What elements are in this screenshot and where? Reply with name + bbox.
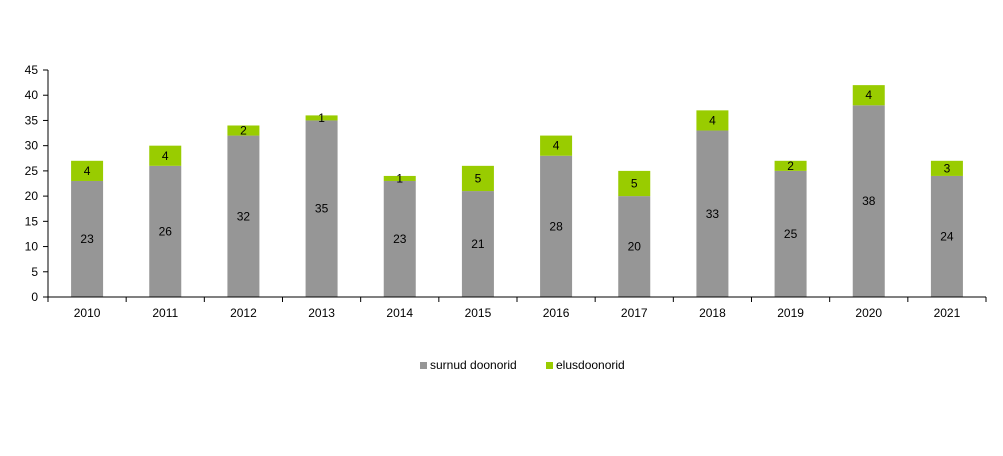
bar-segment-elus: [852, 85, 885, 106]
legend-swatch: [420, 362, 427, 369]
bar-segment-elus: [227, 125, 260, 136]
y-tick-label: 15: [25, 214, 39, 228]
bar-segment-surnud: [696, 130, 729, 297]
x-tick-label: 2017: [621, 306, 648, 320]
data-label: 20: [628, 240, 642, 254]
y-tick-label: 10: [25, 240, 39, 254]
legend-label: elusdoonorid: [556, 358, 625, 372]
bar-segment-surnud: [149, 165, 182, 297]
data-label: 23: [393, 232, 407, 246]
x-tick-label: 2021: [934, 306, 961, 320]
data-label: 33: [706, 207, 720, 221]
data-label: 4: [865, 88, 872, 102]
x-tick-label: 2015: [465, 306, 492, 320]
data-label: 4: [709, 113, 716, 127]
data-label: 2: [240, 124, 247, 138]
bar-segment-elus: [696, 110, 729, 131]
data-label: 4: [84, 164, 91, 178]
legend-label: surnud doonorid: [430, 358, 517, 372]
data-label: 2: [787, 159, 794, 173]
y-axis: 0 5 10 15 20 25 30 35 40 45: [25, 63, 49, 304]
bar-segment-elus: [149, 145, 182, 166]
data-label: 4: [553, 139, 560, 153]
data-label: 1: [396, 171, 403, 185]
y-tick-label: 5: [31, 265, 38, 279]
x-tick-label: 2019: [777, 306, 804, 320]
data-label: 23: [80, 232, 94, 246]
bar-segment-elus: [930, 160, 963, 176]
data-label: 5: [475, 171, 482, 185]
legend-swatch: [546, 362, 553, 369]
x-tick-label: 2012: [230, 306, 257, 320]
y-tick-label: 40: [25, 88, 39, 102]
bar-segment-surnud: [618, 196, 651, 297]
data-label: 28: [549, 219, 563, 233]
data-label: 32: [237, 209, 251, 223]
y-tick-label: 20: [25, 189, 39, 203]
x-tick-label: 2014: [386, 306, 413, 320]
bar-segment-surnud: [852, 105, 885, 297]
data-label: 24: [940, 229, 954, 243]
bar-segment-elus: [305, 115, 338, 121]
bar-segment-surnud: [774, 170, 807, 297]
y-tick-label: 30: [25, 139, 39, 153]
bar-segment-elus: [71, 160, 104, 181]
bar-segment-surnud: [305, 120, 338, 297]
data-label: 5: [631, 177, 638, 191]
bar-segment-surnud: [383, 180, 416, 297]
x-axis: 2010 2011 2012 2013 2014 2015 2016 2017 2018 2019…: [47, 296, 987, 320]
bar-segment-surnud: [227, 135, 260, 297]
x-tick-label: 2013: [308, 306, 335, 320]
data-label: 35: [315, 202, 329, 216]
data-label: 21: [471, 237, 485, 251]
y-tick-label: 0: [31, 290, 38, 304]
data-label: 38: [862, 194, 876, 208]
data-label: 1: [318, 111, 325, 125]
legend: surnud doonorid elusdoonorid: [420, 358, 625, 372]
x-tick-label: 2016: [543, 306, 570, 320]
data-label: 4: [162, 149, 169, 163]
y-tick-label: 35: [25, 113, 39, 127]
bar-segment-surnud: [71, 180, 104, 297]
x-tick-label: 2010: [74, 306, 101, 320]
bar-segment-surnud: [540, 155, 573, 297]
data-label: 26: [159, 224, 173, 238]
bar-segment-surnud: [930, 175, 963, 297]
bar-segment-elus: [461, 165, 494, 192]
data-label: 25: [784, 227, 798, 241]
y-tick-label: 25: [25, 164, 39, 178]
bar-segment-elus: [383, 175, 416, 181]
plot-area: 23 4 26 4 32 2 35 1 23 1 21 5 28 4 20 5 33 4 25 2 38 4 24 3: [71, 85, 963, 297]
data-label: 3: [944, 161, 951, 175]
bar-segment-elus: [618, 170, 651, 197]
x-tick-label: 2020: [855, 306, 882, 320]
x-tick-label: 2018: [699, 306, 726, 320]
y-tick-label: 45: [25, 63, 39, 77]
bar-segment-elus: [540, 135, 573, 156]
x-tick-label: 2011: [152, 306, 178, 320]
bar-segment-elus: [774, 160, 807, 171]
bar-segment-surnud: [461, 191, 494, 297]
